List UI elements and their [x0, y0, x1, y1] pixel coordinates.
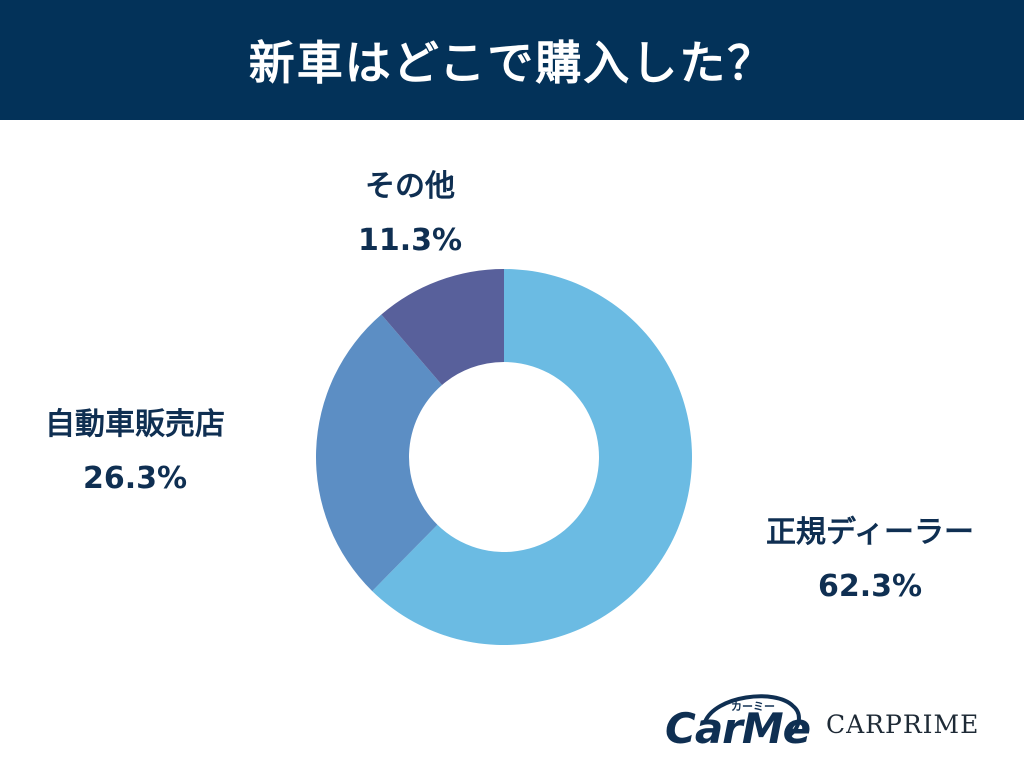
- value-label-car-shop: 26.3%: [82, 461, 188, 496]
- carme-wordmark: CarMe: [665, 704, 811, 753]
- slice-label-dealer: 正規ディーラー 62.3%: [725, 506, 1015, 614]
- page-title: 新車はどこで購入した？: [248, 36, 776, 90]
- category-label-car-shop: 自動車販売店: [45, 407, 225, 442]
- slice-label-car-shop: 自動車販売店 26.3%: [10, 398, 260, 506]
- header-banner: 新車はどこで購入した？: [0, 0, 1024, 120]
- carme-kana: カーミー: [731, 700, 775, 713]
- category-label-other: その他: [365, 169, 455, 204]
- slice-other: [381, 269, 504, 385]
- carprime-logo: CARPRIME: [826, 710, 980, 739]
- carme-logo: カーミー CarMe: [665, 688, 815, 754]
- car-outline-icon: [703, 694, 801, 736]
- slice-dealer: [372, 269, 692, 646]
- value-label-dealer: 62.3%: [817, 569, 923, 604]
- category-label-dealer: 正規ディーラー: [766, 515, 974, 550]
- slice-car-shop: [315, 314, 443, 592]
- slice-label-other: その他 11.3%: [330, 160, 490, 268]
- value-label-other: 11.3%: [357, 223, 463, 258]
